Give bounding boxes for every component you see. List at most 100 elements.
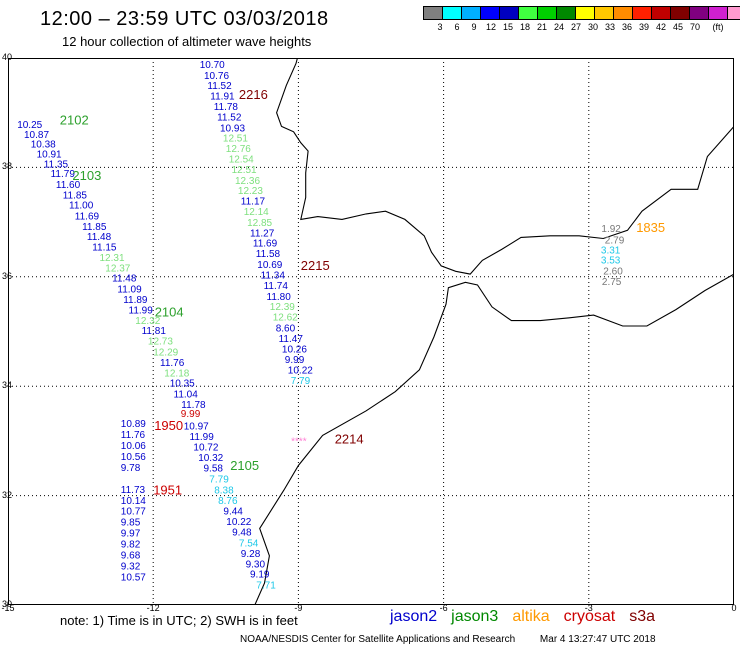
map-plot: 10.2510.8710.3810.91210211.3511.7911.601… — [8, 58, 734, 605]
legend-tick-labels: 3 6 9 12 15 18 21 24 27 30 33 36 39 42 45 70 (ft) — [423, 20, 740, 34]
legend-swatch — [594, 6, 614, 20]
color-legend: 3 6 9 12 15 18 21 24 27 30 33 36 39 42 45 70 (ft) — [423, 6, 740, 34]
wave-height-value: 12.37 — [105, 263, 130, 274]
legend-swatch — [442, 6, 462, 20]
wave-height-value: 10.22 — [226, 517, 251, 528]
wave-height-value: 12.32 — [135, 316, 160, 327]
wave-height-value: 11.89 — [123, 295, 148, 306]
wave-height-value: 10.22 — [288, 366, 313, 377]
wave-height-value: 11.00 — [69, 200, 94, 211]
legend-swatch — [461, 6, 481, 20]
credit-line: NOAA/NESDIS Center for Satellite Applica… — [240, 634, 656, 645]
wave-height-value: 10.56 — [121, 452, 146, 463]
page-subtitle: 12 hour collection of altimeter wave hei… — [62, 34, 312, 49]
track-labels: 10.2510.8710.3810.91210211.3511.7911.601… — [17, 60, 665, 592]
footer-note: note: 1) Time is in UTC; 2) SWH is in fe… — [60, 613, 298, 628]
wave-height-value: 10.06 — [121, 441, 146, 452]
wave-height-value: 11.48 — [112, 274, 137, 285]
latitude-label: 36 — [2, 270, 13, 281]
track-2102-label: 2102 — [60, 113, 89, 128]
latitude-label: 30 — [2, 599, 13, 609]
track-2214-label: 2214 — [335, 432, 364, 447]
legend-color-bar — [423, 6, 740, 20]
legend-swatch — [480, 6, 500, 20]
wave-height-value: 10.87 — [24, 130, 49, 141]
longitude-label: 0 — [731, 603, 737, 613]
wave-height-value: 3.53 — [601, 256, 621, 267]
coastline — [254, 58, 734, 605]
legend-tick: 15 — [502, 22, 514, 32]
legend-tick: (ft) — [712, 22, 724, 32]
wave-height-value: 12.51 — [232, 165, 257, 176]
wave-height-value: 10.77 — [121, 507, 146, 518]
longitude-label: -3 — [584, 603, 593, 613]
wave-height-value: 7.79 — [291, 376, 311, 387]
track-2105-label: 2105 — [230, 458, 259, 473]
wave-height-value: 8.60 — [276, 324, 296, 335]
wave-height-value: 11.58 — [256, 249, 281, 260]
page-title: 12:00 – 23:59 UTC 03/03/2018 — [40, 8, 329, 30]
legend-swatch — [575, 6, 595, 20]
legend-swatch — [423, 6, 443, 20]
wave-height-value: 10.35 — [170, 379, 195, 390]
wave-height-value: 9.44 — [223, 507, 243, 518]
track-2216-label: 2216 — [239, 87, 268, 102]
legend-tick: 33 — [604, 22, 616, 32]
legend-swatch — [613, 6, 633, 20]
wave-height-value: 10.38 — [31, 140, 56, 151]
legend-tick: 24 — [553, 22, 565, 32]
wave-height-value: 9.32 — [121, 561, 141, 572]
wave-height-value: 3.31 — [601, 245, 621, 256]
satellite-cryosat: cryosat — [563, 608, 616, 625]
wave-height-value: 10.76 — [204, 71, 229, 82]
wave-height-value: 12.39 — [270, 302, 295, 313]
wave-height-value: 8.76 — [218, 496, 238, 507]
wave-height-value: 10.69 — [257, 260, 282, 271]
track-1950-label: 1950 — [154, 418, 183, 433]
legend-swatch — [727, 6, 740, 20]
wave-height-value: 11.15 — [92, 243, 117, 254]
wave-height-value: 12.29 — [153, 348, 178, 359]
wave-height-value: 11.35 — [44, 159, 69, 170]
wave-height-value: 12.31 — [100, 253, 125, 264]
coastline-segment — [254, 273, 734, 605]
wave-height-value: 8.38 — [214, 485, 234, 496]
wave-height-value: 11.99 — [190, 432, 215, 443]
legend-swatch — [499, 6, 519, 20]
wave-height-value: 11.91 — [210, 92, 235, 103]
wave-height-value: 11.99 — [129, 305, 154, 316]
wave-height-value: 9.28 — [241, 549, 261, 560]
wave-height-value: 9.97 — [121, 529, 141, 540]
legend-swatch — [670, 6, 690, 20]
wave-height-value: 11.79 — [51, 169, 76, 180]
legend-tick: 3 — [437, 22, 443, 32]
wave-height-value: 9.99 — [285, 355, 305, 366]
wave-height-value: 9.68 — [121, 551, 141, 562]
wave-height-value: 11.76 — [160, 358, 185, 369]
wave-height-value: 12.36 — [235, 176, 260, 187]
wave-height-value: 10.14 — [121, 496, 146, 507]
satellite-jason2: jason2 — [390, 608, 438, 625]
legend-tick: 30 — [587, 22, 599, 32]
wave-height-value: 7.79 — [209, 475, 229, 486]
wave-height-value: 2.75 — [602, 277, 622, 288]
wave-height-value: 10.93 — [220, 123, 245, 134]
latitude-label: 40 — [2, 52, 13, 62]
wave-height-value: 11.48 — [87, 232, 112, 243]
legend-tick: 27 — [570, 22, 582, 32]
legend-tick: 42 — [655, 22, 667, 32]
wave-height-value: 10.89 — [121, 419, 146, 430]
legend-tick: 36 — [621, 22, 633, 32]
wave-height-value: 12.73 — [148, 337, 173, 348]
legend-tick: 39 — [638, 22, 650, 32]
legend-tick: 18 — [519, 22, 531, 32]
wave-height-value: 12.14 — [244, 207, 269, 218]
wave-height-value: 9.30 — [246, 559, 266, 570]
legend-swatch — [651, 6, 671, 20]
legend-swatch — [632, 6, 652, 20]
wave-height-value: 10.26 — [282, 344, 307, 355]
wave-height-value: 12.23 — [238, 186, 263, 197]
legend-tick: 12 — [485, 22, 497, 32]
map-frame — [8, 58, 734, 605]
wave-height-value: 11.52 — [217, 112, 242, 123]
